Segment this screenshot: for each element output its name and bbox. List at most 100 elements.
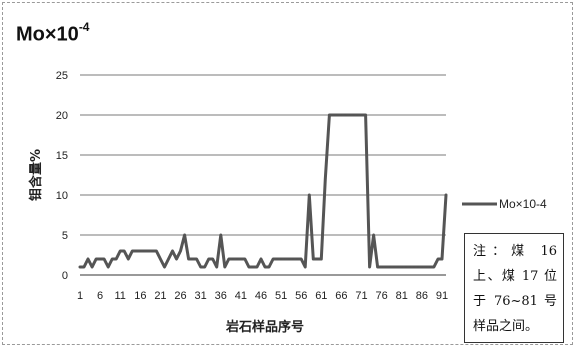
data-point xyxy=(429,266,431,268)
data-point xyxy=(421,266,423,268)
x-tick-label: 66 xyxy=(335,290,347,302)
data-point xyxy=(332,114,335,116)
y-tick-label: 10 xyxy=(56,190,68,202)
x-tick-label: 91 xyxy=(436,290,448,302)
series-line-mo xyxy=(78,113,448,269)
data-point xyxy=(183,234,186,236)
y-tick-label: 25 xyxy=(56,70,68,82)
data-point xyxy=(340,114,343,116)
data-point xyxy=(99,258,101,260)
legend: Mo×10-4 xyxy=(462,197,547,211)
x-tick-label: 71 xyxy=(355,290,367,302)
data-point xyxy=(441,258,443,260)
data-point xyxy=(360,114,363,116)
data-point xyxy=(187,258,190,260)
data-point xyxy=(388,266,391,268)
data-point xyxy=(83,266,85,268)
data-point xyxy=(219,234,222,236)
x-tick-labels: 1 6 11 16 21 26 31 36 41 46 51 56 61 66 71 76 81 86 91 xyxy=(77,290,448,302)
data-point xyxy=(328,114,331,116)
data-point xyxy=(356,114,359,116)
x-tick-label: 41 xyxy=(235,290,247,302)
data-point xyxy=(147,250,150,252)
y-tick-label: 20 xyxy=(56,110,68,122)
x-tick-label: 56 xyxy=(295,290,307,302)
data-point xyxy=(111,258,113,260)
legend-label: Mo×10-4 xyxy=(499,197,547,211)
data-point xyxy=(119,250,122,252)
data-point xyxy=(244,258,246,260)
data-point xyxy=(139,250,142,252)
data-point xyxy=(223,266,226,268)
data-point xyxy=(211,258,214,260)
data-point xyxy=(179,250,182,252)
data-point xyxy=(131,250,134,252)
data-point xyxy=(425,266,427,268)
data-point xyxy=(320,258,323,260)
data-point xyxy=(268,266,270,268)
data-point xyxy=(336,114,339,116)
data-point xyxy=(256,266,258,268)
data-point xyxy=(312,258,315,260)
data-point xyxy=(203,266,206,268)
data-point xyxy=(276,258,278,260)
y-axis-title: 钼含量% xyxy=(28,149,44,201)
data-point xyxy=(368,266,371,268)
data-point xyxy=(159,258,162,260)
data-point xyxy=(175,258,178,260)
y-tick-labels: 0 5 10 15 20 25 xyxy=(56,70,68,282)
data-point xyxy=(95,258,97,260)
data-point xyxy=(392,266,395,268)
y-tick-label: 0 xyxy=(62,270,68,282)
annotation-note: 注：煤 16上、煤 17 位于 76~81 号样品之间。 xyxy=(464,233,564,343)
data-point xyxy=(143,250,146,252)
chart-title: Mo×10-4 xyxy=(16,20,89,47)
data-point xyxy=(445,194,447,196)
data-point xyxy=(352,114,355,116)
data-point xyxy=(376,266,379,268)
data-point xyxy=(344,114,347,116)
data-point xyxy=(195,258,198,260)
series-layer xyxy=(78,113,448,269)
data-point xyxy=(292,258,294,260)
data-point xyxy=(252,266,254,268)
data-point xyxy=(372,234,375,236)
data-point xyxy=(107,266,109,268)
data-point xyxy=(409,266,411,268)
x-tick-label: 31 xyxy=(195,290,207,302)
data-point xyxy=(417,266,419,268)
x-tick-label: 11 xyxy=(115,290,126,302)
data-point xyxy=(207,258,210,260)
data-point xyxy=(199,266,202,268)
x-tick-label: 1 xyxy=(77,290,83,302)
data-point xyxy=(380,266,383,268)
x-tick-label: 16 xyxy=(134,290,146,302)
data-point xyxy=(304,266,307,268)
data-point xyxy=(300,258,303,260)
data-point xyxy=(280,258,282,260)
x-axis-title: 岩石样品序号 xyxy=(225,319,304,335)
x-tick-label: 26 xyxy=(174,290,186,302)
data-point xyxy=(272,258,274,260)
data-point xyxy=(396,266,399,268)
data-point xyxy=(308,194,311,196)
data-point xyxy=(167,258,170,260)
y-tick-label: 5 xyxy=(62,230,68,242)
data-point xyxy=(400,266,403,268)
data-point xyxy=(324,178,327,180)
data-point xyxy=(79,266,81,268)
x-tick-label: 46 xyxy=(255,290,267,302)
data-point xyxy=(348,114,351,116)
x-tick-label: 51 xyxy=(275,290,287,302)
data-point xyxy=(215,266,218,268)
data-point xyxy=(364,114,367,116)
data-point xyxy=(260,258,262,260)
data-point xyxy=(288,258,290,260)
x-tick-label: 61 xyxy=(315,290,327,302)
data-point xyxy=(316,258,319,260)
data-point xyxy=(240,258,242,260)
data-point xyxy=(155,250,158,252)
data-point xyxy=(384,266,387,268)
data-point xyxy=(123,250,126,252)
